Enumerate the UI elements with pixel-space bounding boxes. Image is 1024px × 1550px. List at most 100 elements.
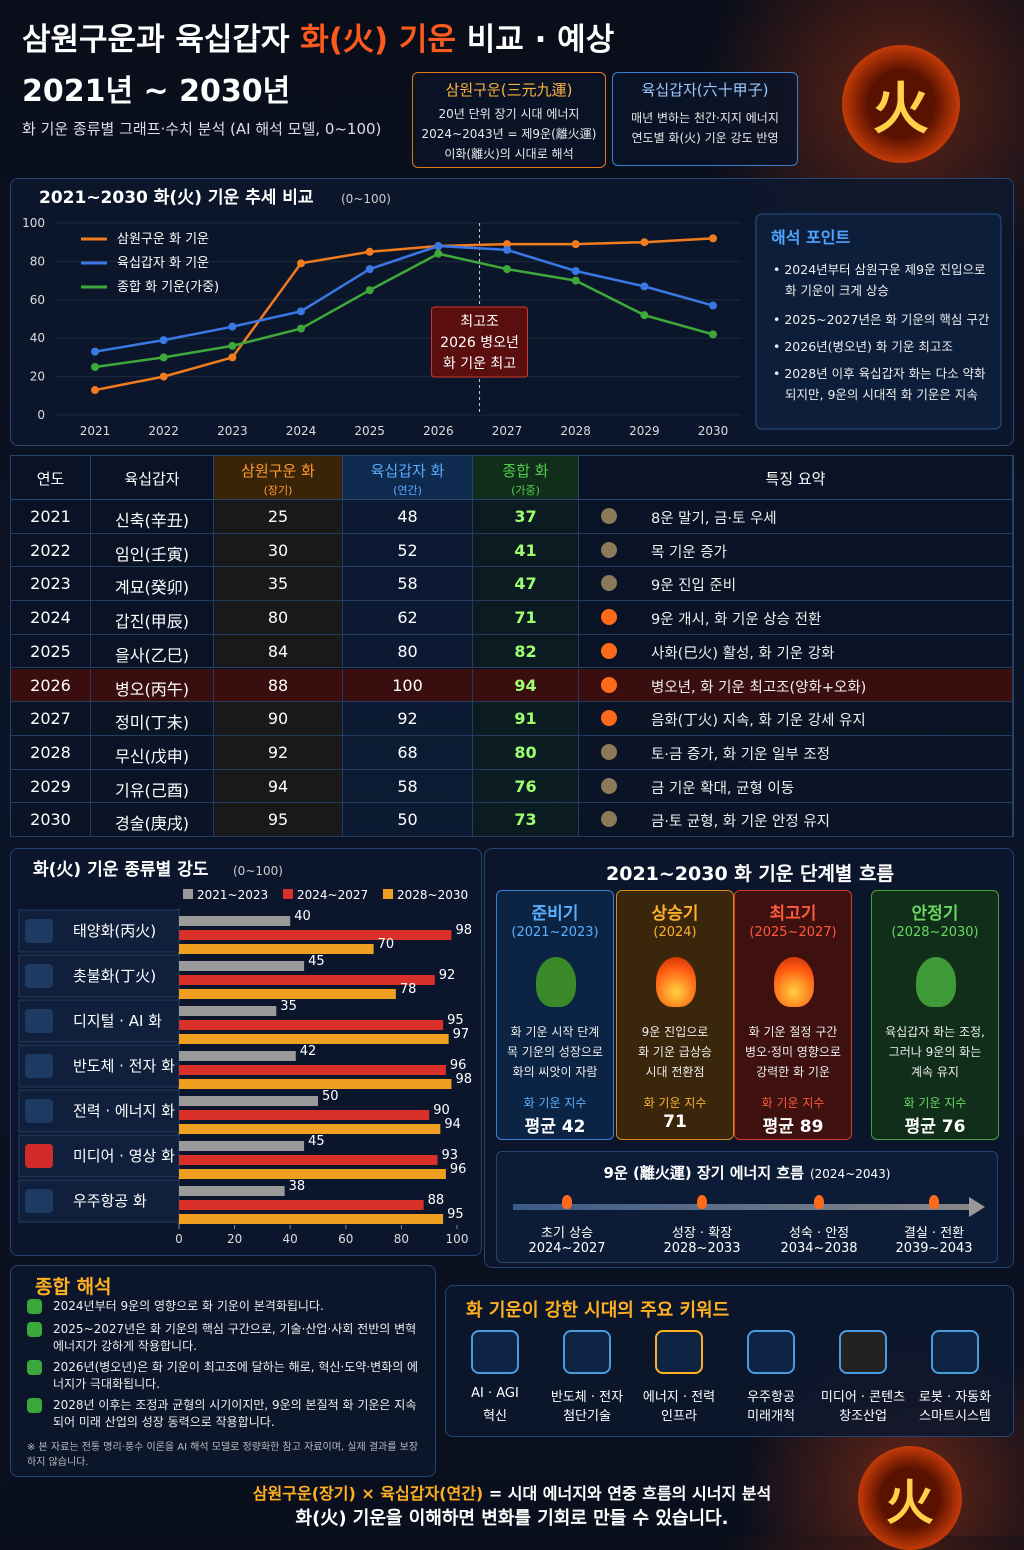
value-label: 88: [428, 1193, 445, 1208]
table-row: 2023 계묘(癸卯) 35 58 47 9운 진입 준비: [11, 567, 1013, 602]
title-part: 비교 · 예상: [466, 22, 615, 58]
row-icon: [601, 676, 617, 693]
stage-line: 화 기운 급상승: [638, 1045, 712, 1059]
subtitle: 2021년 ~ 2030년: [22, 74, 291, 109]
summary-item: 2028년 이후는 조정과 균형의 시기이지만, 9운의 본질적 화 기운은 지…: [53, 1398, 417, 1429]
category-icon: [25, 1099, 53, 1123]
note-text: 2028년 이후 육십갑자 화는 다소 약화되지만, 9운의 시대적 화 기운은…: [784, 366, 986, 402]
notes-title: 해석 포인트: [771, 228, 850, 247]
stage-icon: [536, 957, 576, 1007]
value-label: 38: [289, 1179, 306, 1194]
bullet: •: [773, 312, 785, 327]
timeline-subtitle: (2024~2043): [809, 1167, 891, 1181]
keyword-label: 에너지 · 전력: [642, 1390, 716, 1405]
series-point: [159, 372, 168, 381]
table-row: 2024 갑진(甲辰) 80 62 71 9운 개시, 화 기운 상승 전환: [11, 601, 1013, 635]
table-cell: 91: [473, 702, 579, 735]
table-header: 삼원구운 화 (장기): [214, 456, 343, 500]
row-icon: [601, 609, 617, 626]
cell-text: 경술(庚戌): [115, 814, 189, 834]
category-label: 전력 · 에너지 화: [73, 1102, 175, 1120]
timeline-step: 성숙 · 안정: [788, 1226, 850, 1241]
header-text: 종합 화: [502, 462, 549, 480]
summary-title: 종합 해석: [35, 1276, 112, 1298]
cell-text: 73: [514, 810, 537, 830]
value-label: 90: [433, 1103, 450, 1118]
series-point: [434, 242, 443, 251]
note-item: • 2028년 이후 육십갑자 화는 다소 약화되지만, 9운의 시대적 화 기…: [773, 363, 995, 405]
x-tick-label: 20: [227, 1232, 242, 1246]
timeline-title-text: 9운 (離火運) 장기 에너지 흐름: [603, 1164, 804, 1182]
keyword-label: 첨단기술: [563, 1409, 611, 1424]
table-row: 2028 무신(戊申) 92 68 80 토·금 증가, 화 기운 일부 조정: [11, 735, 1013, 770]
table-cell: 88: [214, 668, 343, 702]
legend-swatch: [383, 889, 393, 899]
legend-swatch: [183, 889, 193, 899]
row-icon: [601, 777, 617, 794]
table-cell: 2026: [11, 668, 91, 702]
stage-card: 최고기 (2025~2027) 화 기운 절정 구간 병오·정미 영향으로 강력한 화 …: [734, 890, 852, 1140]
table-cell: 35: [214, 567, 343, 601]
table-cell: 임인(壬寅): [91, 533, 214, 567]
stage-panel: 2021~2030 화 기운 단계별 흐름 준비기 (2021~2023) 화 기운…: [484, 848, 1014, 1268]
series-point: [709, 234, 718, 243]
category-label: 촛불화(丁火): [73, 967, 156, 985]
bar-chart: 화(火) 기운 종류별 강도 (0~100) 2021~2023 2024~2027 2…: [18, 860, 472, 1246]
keyword-label: 스마트시스템: [919, 1409, 991, 1424]
x-tick-label: 2022: [148, 424, 179, 438]
y-tick-label: 60: [30, 293, 45, 307]
cell-text: 80: [514, 742, 537, 762]
summary-item: 2025~2027년은 화 기운의 핵심 구간으로, 기술·산업·사회 전반의 …: [53, 1322, 417, 1353]
table-cell: 73: [473, 803, 579, 836]
bar: [179, 1169, 446, 1179]
value-label: 95: [447, 1207, 464, 1222]
cell-text: 41: [514, 540, 537, 560]
value-label: 98: [455, 1072, 472, 1087]
timeline-years: 2028~2033: [663, 1241, 741, 1256]
value-label: 96: [450, 1162, 467, 1177]
stage-name: 상승기: [651, 904, 699, 924]
cell-text: 95: [267, 810, 289, 830]
series-point: [228, 341, 237, 350]
line-panel: 2021~2030 화(火) 기운 추세 비교 (0~100) 0 20 40 60 80 1…: [10, 178, 1014, 446]
series-point: [228, 322, 237, 331]
annotation-box: [431, 306, 529, 378]
table: 연도 육십갑자 삼원구운 화 (장기) 육십갑자 화 (연간) 종합 화 (가중) 특징 요약 2…: [10, 455, 1014, 837]
header-text: 육십갑자: [124, 470, 180, 488]
table-cell: 58: [343, 567, 473, 601]
note-text: 2025~2027년은 화 기운의 핵심 구간: [784, 312, 990, 327]
cell-text: 2022: [30, 540, 71, 560]
bar: [179, 989, 396, 999]
stage-period: (2021~2023): [511, 925, 599, 940]
stage-line: 화 기운 시작 단계: [510, 1025, 600, 1039]
cell-text: 사화(巳火) 활성, 화 기운 강화: [651, 645, 835, 662]
series-point: [365, 247, 374, 256]
table-cell: 음화(丁火) 지속, 화 기운 강세 유지: [579, 702, 1013, 735]
category-label: 우주항공 화: [73, 1192, 147, 1210]
table-cell: 정미(丁未): [91, 702, 214, 735]
bar: [179, 1079, 452, 1089]
footer-line: 삼원구운(장기) × 육십갑자(연간) = 시대 에너지와 연중 흐름의 시너지…: [0, 1480, 1024, 1504]
timeline-arrowhead: [969, 1197, 985, 1217]
table-header: 특징 요약: [579, 456, 1013, 500]
category-label: 디지털 · AI 화: [73, 1012, 162, 1030]
table-cell: 84: [214, 634, 343, 668]
table-cell: 58: [343, 769, 473, 803]
cell-text: 47: [514, 574, 537, 594]
table-cell: 94: [214, 769, 343, 803]
cell-text: 48: [397, 507, 418, 526]
stage-line: 목 기운의 성장으로: [507, 1045, 603, 1059]
series-point: [503, 245, 512, 254]
stage-period: (2025~2027): [749, 925, 837, 940]
note-item: • 2024년부터 삼원구운 제9운 진입으로 화 기운이 크게 상승: [773, 259, 995, 301]
annotation-text: 화 기운 최고: [443, 356, 516, 372]
cell-text: 80: [267, 608, 289, 628]
timeline-step: 초기 상승: [541, 1226, 593, 1241]
legend-label: 2028~2030: [397, 888, 468, 902]
line-chart: 2021~2030 화(火) 기운 추세 비교 (0~100) 0 20 40 60 80 1…: [22, 188, 1002, 438]
table-cell: 2028: [11, 735, 91, 769]
stage-index: 평균 42: [524, 1117, 586, 1137]
cell-text: 음화(丁火) 지속, 화 기운 강세 유지: [651, 713, 866, 730]
table-cell: 계묘(癸卯): [91, 567, 214, 601]
cell-text: 25: [267, 507, 289, 526]
